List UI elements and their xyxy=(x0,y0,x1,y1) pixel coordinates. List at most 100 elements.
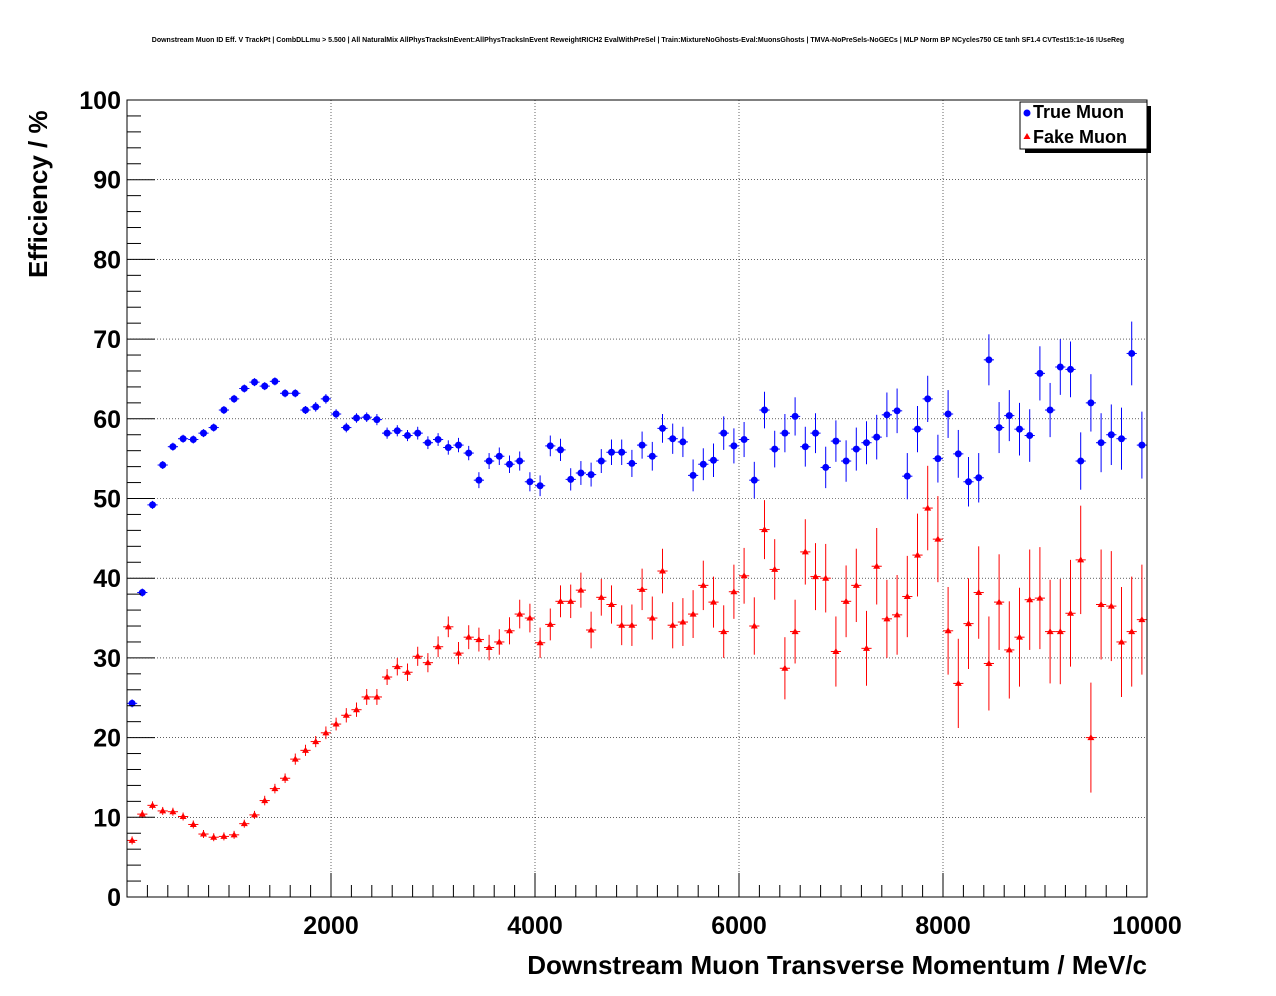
fake-muon-point xyxy=(873,562,881,569)
true-muon-point xyxy=(954,450,962,458)
true-muon-point xyxy=(842,457,850,465)
fake-muon-point xyxy=(546,620,554,627)
fake-muon-point xyxy=(444,623,452,630)
true-muon-point xyxy=(812,429,819,437)
fake-muon-point xyxy=(618,621,626,628)
fake-muon-point xyxy=(373,693,381,700)
true-muon-point xyxy=(220,406,228,414)
fake-muon-point xyxy=(567,597,575,604)
true-muon-point xyxy=(159,461,167,469)
fake-muon-point xyxy=(169,808,177,815)
fake-muon-point xyxy=(557,597,564,604)
true-muon-point xyxy=(1056,363,1064,371)
fake-muon-point xyxy=(832,648,840,655)
fake-muon-point xyxy=(404,668,411,675)
fake-muon-point xyxy=(393,663,401,670)
true-muon-point xyxy=(230,395,238,403)
true-muon-point xyxy=(363,413,371,421)
y-tick-label: 20 xyxy=(93,725,121,753)
true-muon-point xyxy=(149,501,156,509)
fake-muon-point xyxy=(812,573,819,580)
fake-muon-point xyxy=(750,622,758,629)
true-muon-point xyxy=(710,456,717,464)
x-tick-label: 4000 xyxy=(507,912,563,940)
fake-muon-point xyxy=(159,807,167,814)
fake-muon-point xyxy=(597,593,605,600)
fake-muon-point xyxy=(995,598,1003,605)
fake-muon-point xyxy=(689,610,697,617)
x-axis: 2000 4000 6000 8000 10000 xyxy=(126,873,1182,940)
true-muon-point xyxy=(210,424,218,432)
fake-muon-point xyxy=(934,535,942,542)
true-muon-point xyxy=(536,482,544,490)
fake-muon-point xyxy=(893,611,901,618)
true-muon-point xyxy=(1036,369,1044,377)
true-muon-point xyxy=(659,424,666,432)
fake-muon-point xyxy=(1128,628,1136,635)
fake-muon-point xyxy=(138,810,146,817)
true-muon-point xyxy=(995,424,1003,432)
true-muon-point xyxy=(791,412,799,420)
x-axis-title: Downstream Muon Transverse Momentum / Me… xyxy=(527,950,1147,980)
legend-fake-muon-marker xyxy=(1023,133,1031,139)
fake-muon-point xyxy=(210,833,218,840)
fake-muon-point xyxy=(679,618,687,625)
true-muon-point xyxy=(1107,431,1115,439)
true-muon-point xyxy=(883,411,891,419)
true-muon-point xyxy=(383,429,391,437)
fake-muon-point xyxy=(924,504,932,511)
true-muon-point xyxy=(312,403,320,411)
true-muon-point xyxy=(699,460,707,468)
true-muon-point xyxy=(485,457,493,465)
true-muon-point xyxy=(475,476,483,484)
fake-muon-point xyxy=(669,621,677,628)
fake-muon-point xyxy=(536,639,544,646)
grid-lines xyxy=(127,100,1147,897)
true-muon-point xyxy=(903,472,911,480)
fake-muon-point xyxy=(903,593,911,600)
y-tick-label: 60 xyxy=(93,406,121,434)
fake-muon-point xyxy=(587,626,595,633)
true-muon-point xyxy=(720,429,728,437)
fake-muon-point xyxy=(261,797,269,804)
fake-muon-point xyxy=(251,811,258,818)
true-muon-point xyxy=(261,382,269,390)
fake-muon-point xyxy=(424,659,432,666)
fake-muon-point xyxy=(200,830,207,837)
true-muon-point xyxy=(1128,349,1136,357)
true-muon-point xyxy=(648,452,656,460)
legend-true-muon-marker xyxy=(1023,109,1031,117)
fake-muon-point xyxy=(1056,628,1064,635)
true-muon-point xyxy=(577,469,585,477)
legend-true-muon-label: True Muon xyxy=(1033,102,1124,122)
fake-muon-point xyxy=(506,627,513,634)
true-muon-point xyxy=(138,589,146,597)
true-muon-point xyxy=(251,378,258,386)
true-muon-point xyxy=(587,471,595,479)
fake-muon-point xyxy=(1067,609,1074,616)
fake-muon-point xyxy=(291,755,299,762)
fake-muon-point xyxy=(1097,601,1105,608)
fake-muon-point xyxy=(852,581,860,588)
true-muon-point xyxy=(200,429,207,437)
fake-muon-point xyxy=(342,711,350,718)
true-muon-point xyxy=(404,432,411,440)
true-muon-point xyxy=(873,433,881,441)
true-muon-point xyxy=(781,429,789,437)
true-muon-point xyxy=(1087,399,1095,407)
y-axis: 0 10 20 30 40 50 60 70 80 90 100 xyxy=(79,87,155,912)
true-muon-point xyxy=(179,435,187,443)
true-muon-point xyxy=(914,425,921,433)
fake-muon-point xyxy=(312,738,320,745)
true-muon-point xyxy=(638,441,646,449)
true-muon-point xyxy=(495,452,503,460)
true-muon-point xyxy=(975,474,983,482)
y-tick-label: 10 xyxy=(93,804,121,832)
true-muon-point xyxy=(434,436,442,444)
true-muon-point xyxy=(189,436,197,444)
true-muon-point xyxy=(1097,439,1105,447)
fake-muon-point xyxy=(791,628,799,635)
true-muon-point xyxy=(1077,457,1085,465)
true-muon-point xyxy=(985,356,993,364)
fake-muon-point xyxy=(475,636,483,643)
